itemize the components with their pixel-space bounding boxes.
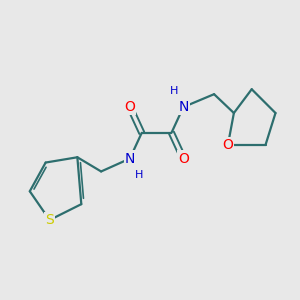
Text: O: O: [178, 152, 189, 166]
Text: O: O: [124, 100, 135, 114]
Text: O: O: [223, 138, 233, 152]
Text: H: H: [135, 170, 143, 180]
Text: N: N: [125, 152, 135, 166]
Text: H: H: [170, 85, 178, 96]
Text: S: S: [45, 213, 54, 227]
Text: N: N: [178, 100, 188, 114]
